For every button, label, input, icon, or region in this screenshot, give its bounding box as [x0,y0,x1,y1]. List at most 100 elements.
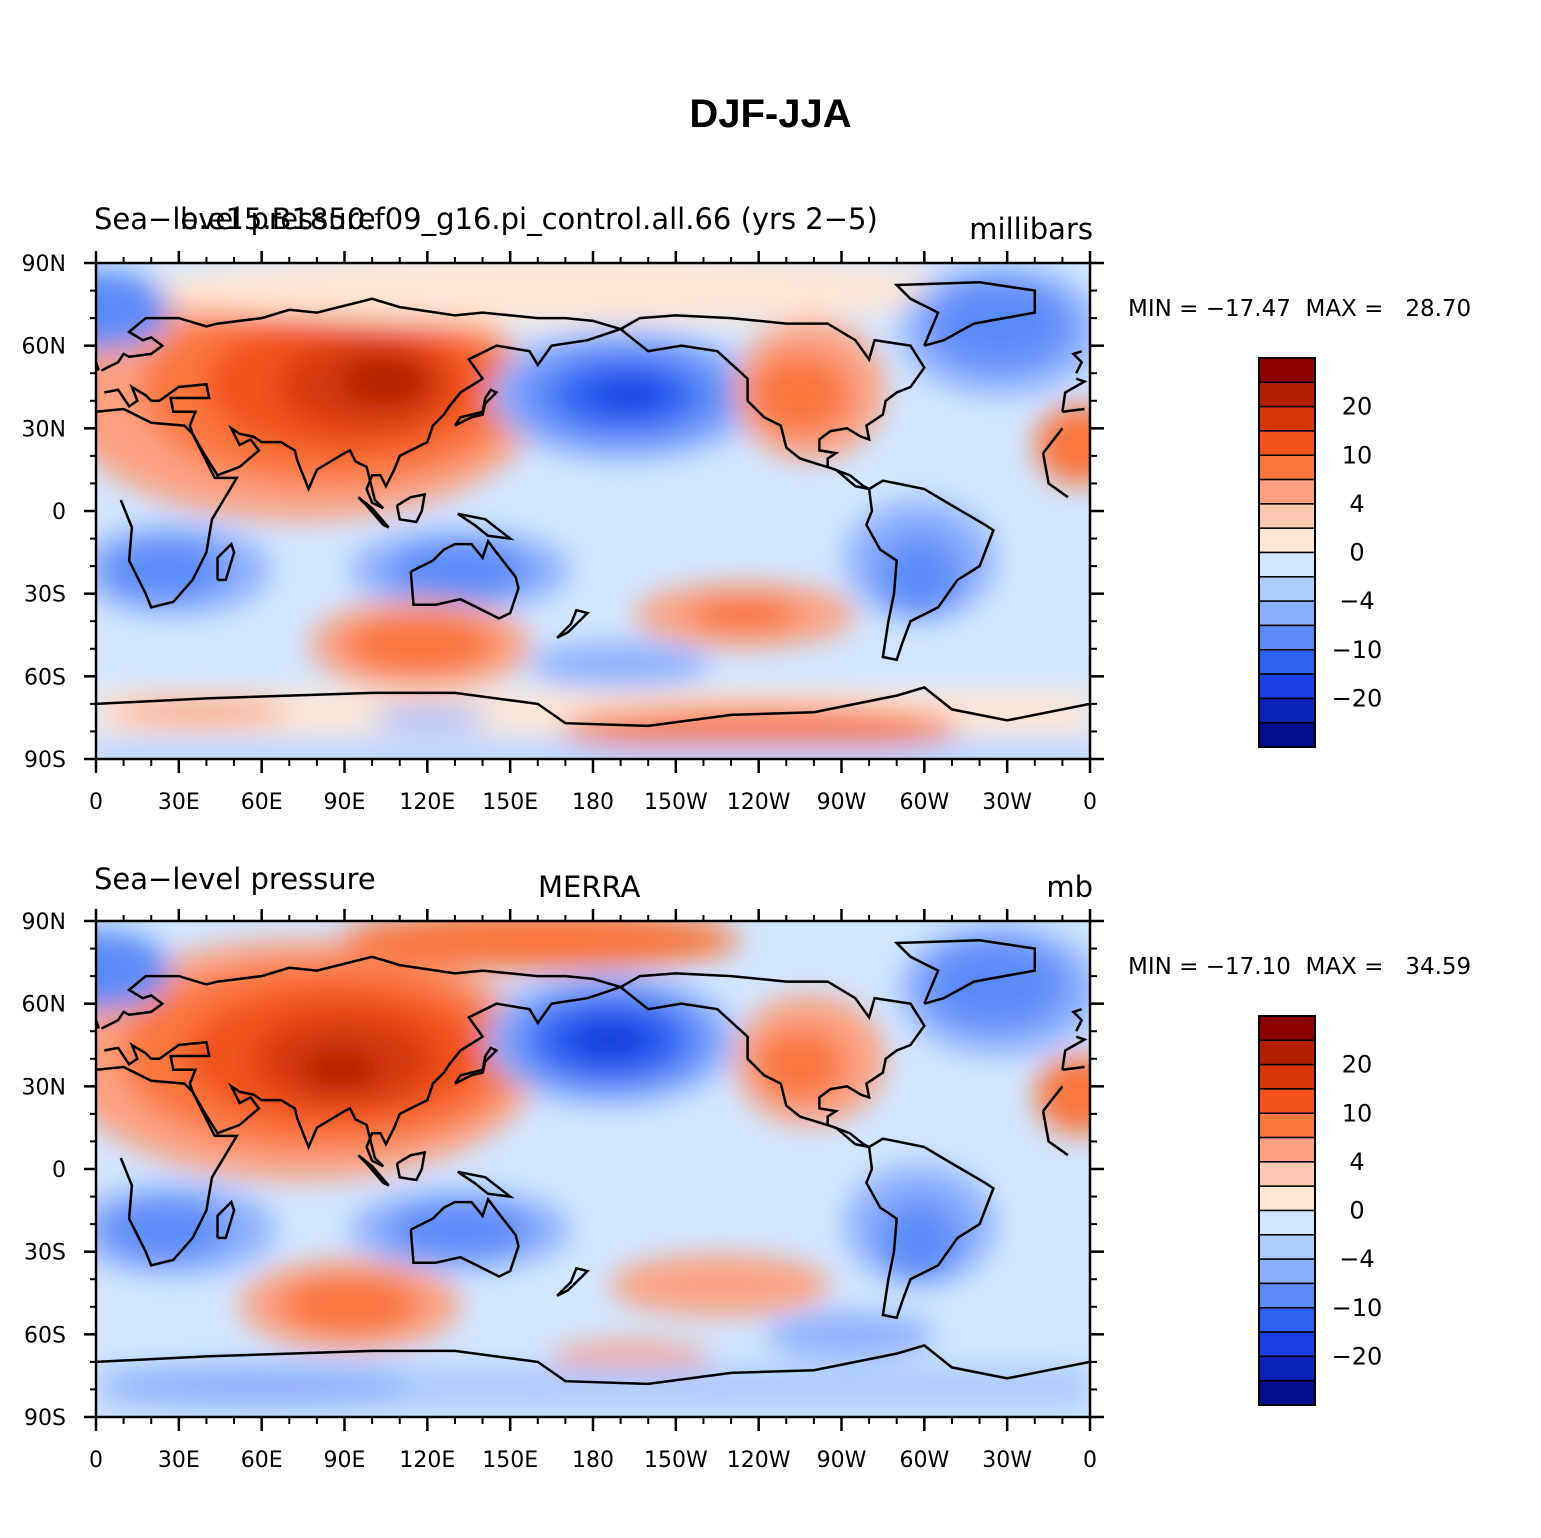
panel1-coastlines [96,281,1090,728]
colorbar-swatch [1258,1258,1316,1285]
colorbar-label: 4 [1349,1148,1364,1176]
panel1-units: millibars [969,212,1093,246]
colorbar-swatch [1258,405,1316,432]
colorbar-swatch [1258,649,1316,675]
colorbar-label: 10 [1342,441,1373,469]
lon-tick-label: 150E [482,790,538,815]
colorbar-swatch [1258,697,1316,724]
lat-tick-label: 90N [22,910,66,935]
colorbar-swatch [1258,1379,1316,1406]
colorbar-swatch [1258,430,1316,456]
colorbar-label: 10 [1342,1099,1373,1127]
colorbar-swatch [1258,1161,1316,1187]
lat-tick-label: 60S [24,1323,66,1348]
panel2-center-title: MERRA [538,870,641,904]
panel2-units: mb [1046,870,1093,904]
colorbar-swatch [1258,1136,1316,1163]
lon-tick-label: 150E [482,1448,538,1473]
lon-tick-label: 30W [982,790,1032,815]
colorbar-swatch [1258,1331,1316,1358]
colorbar-swatch [1258,1307,1316,1333]
colorbar-swatch [1258,381,1316,408]
colorbar-label: −10 [1332,1294,1383,1322]
panel2-min: MIN = −17.10 [1128,954,1291,980]
lon-tick-label: 30E [158,1448,200,1473]
colorbar-swatch [1258,1015,1316,1042]
colorbar-swatch [1258,1063,1316,1090]
colorbar-swatch [1258,1282,1316,1309]
lon-tick-label: 180 [572,1448,614,1473]
lon-tick-label: 60W [899,790,949,815]
lon-tick-label: 120W [727,790,791,815]
colorbar-label: −20 [1332,1342,1383,1370]
lat-tick-label: 90S [24,1406,66,1431]
lon-tick-label: 150W [644,790,708,815]
panel2-left-title: Sea−level pressure [94,862,376,896]
colorbar-swatch [1258,624,1316,651]
colorbar-label: −4 [1339,1245,1374,1273]
lat-tick-label: 30N [22,417,66,442]
lon-tick-label: 0 [89,790,103,815]
lon-tick-label: 150W [644,1448,708,1473]
lon-tick-label: 120E [399,1448,455,1473]
lat-tick-label: 0 [52,1158,66,1183]
colorbar-label: −20 [1332,684,1383,712]
panel1-min: MIN = −17.47 [1128,296,1291,322]
colorbar-swatch [1258,721,1316,748]
lat-tick-label: 60N [22,335,66,360]
lon-tick-label: 90E [324,790,366,815]
colorbar-swatch [1258,600,1316,627]
lon-tick-label: 90E [324,1448,366,1473]
lon-tick-label: 0 [1083,790,1097,815]
axes: 90N 60N 30N 0 30S 60S 90S 0 30E 60E 90E 120E 150E 180… [22,251,1104,1473]
colorbar-swatch [1258,1209,1316,1236]
colorbar-swatch [1258,1088,1316,1114]
panel2-max: MAX = 34.59 [1305,954,1472,980]
panel1-left-title: Sea−level pressure [94,202,376,236]
panel1-case-title: b.e15.B1850.f09_g16.pi_control.all.66 (y… [180,202,878,236]
lon-tick-label: 90W [817,790,867,815]
colorbar-swatch [1258,673,1316,700]
colorbar-swatch [1258,454,1316,481]
colorbars: 20 10 4 0 −4 −10 −20 20 10 4 0 −4 −10 −20 [1258,357,1383,1406]
lat-tick-label: 0 [52,500,66,525]
colorbar-label: 4 [1349,490,1364,518]
panel1-max: MAX = 28.70 [1305,296,1472,322]
lon-tick-label: 120E [399,790,455,815]
panel2-field [96,921,1090,1417]
lon-tick-label: 60E [241,1448,283,1473]
lat-tick-label: 30S [24,1241,66,1266]
lon-tick-label: 120W [727,1448,791,1473]
lon-tick-label: 30E [158,790,200,815]
main-title: DJF-JJA [689,92,852,136]
lon-tick-label: 60W [899,1448,949,1473]
colorbar-swatch [1258,357,1316,384]
colorbar-swatch [1258,1185,1316,1212]
colorbar-swatch [1258,478,1316,505]
colorbar-swatch [1258,1234,1316,1260]
colorbar-swatch [1258,527,1316,554]
panel2-minmax: MIN = −17.10 MAX = 34.59 [1128,954,1471,980]
colorbar-swatch [1258,576,1316,602]
panel2-coastlines [96,939,1090,1386]
colorbar-swatch [1258,1355,1316,1382]
colorbar-swatch [1258,1112,1316,1139]
lat-tick-label: 30N [22,1075,66,1100]
colorbar-label: −4 [1339,587,1374,615]
lon-tick-label: 30W [982,1448,1032,1473]
lat-tick-label: 30S [24,583,66,608]
colorbar-label: 0 [1349,539,1364,567]
colorbar-swatch [1258,503,1316,529]
lat-tick-label: 60N [22,993,66,1018]
lat-tick-label: 90S [24,748,66,773]
colorbar-label: 0 [1349,1197,1364,1225]
colorbar-label: −10 [1332,636,1383,664]
colorbar-swatch [1258,1039,1316,1066]
panel1-minmax: MIN = −17.47 MAX = 28.70 [1128,296,1471,322]
colorbar-label: 20 [1342,393,1373,421]
colorbar-label: 20 [1342,1051,1373,1079]
lon-tick-label: 180 [572,790,614,815]
colorbar-swatch [1258,551,1316,578]
lon-tick-label: 0 [1083,1448,1097,1473]
